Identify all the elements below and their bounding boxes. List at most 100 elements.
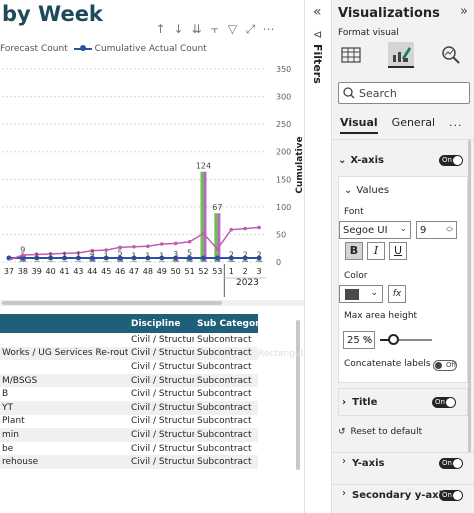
- font-size-stepper[interactable]: 9 ︿ ﹀: [416, 221, 457, 239]
- table-row[interactable]: M/BSGS Civil / Structure Subcontract: [0, 373, 258, 388]
- y-tick-label: 350: [276, 65, 291, 74]
- bold-button[interactable]: B: [345, 242, 363, 260]
- cumulative-point: [229, 227, 234, 232]
- bar-data-label: 1: [62, 251, 67, 260]
- yaxis-toggle[interactable]: On: [439, 458, 463, 469]
- table-row[interactable]: rehouse Civil / Structure Subcontract: [0, 455, 258, 469]
- legend-forecast[interactable]: Forecast Count: [0, 44, 68, 54]
- concatenate-toggle[interactable]: Off: [433, 360, 457, 371]
- filters-label[interactable]: Filters: [311, 44, 324, 84]
- chevron-down-icon: ⌄: [399, 224, 407, 234]
- search-input[interactable]: Search: [338, 82, 470, 104]
- x-tick-label: 1: [229, 267, 234, 276]
- xaxis-toggle[interactable]: On: [439, 155, 463, 166]
- table-row[interactable]: be Civil / Structure Subcontract: [0, 442, 258, 456]
- table-cell: be: [2, 443, 14, 454]
- max-area-slider-fill: [380, 339, 393, 341]
- font-family-select[interactable]: Segoe UI ⌄: [339, 221, 411, 239]
- forecast-point: [214, 255, 220, 261]
- format-visual-tab[interactable]: [388, 42, 414, 68]
- x-tick-label: 38: [18, 267, 28, 276]
- bar-purple: [175, 259, 179, 262]
- title-toggle[interactable]: On: [432, 397, 456, 408]
- tab-visual[interactable]: Visual: [340, 116, 378, 134]
- table-header-subcategory[interactable]: Sub Category: [197, 318, 258, 329]
- table-header-discipline[interactable]: Discipline: [131, 318, 181, 329]
- forecast-point: [34, 255, 40, 261]
- x-tick-label: 43: [73, 267, 83, 276]
- secondary-yaxis-toggle[interactable]: On: [439, 490, 463, 501]
- bar-green: [117, 258, 121, 262]
- arrow-down-icon[interactable]: ↓: [173, 22, 184, 36]
- x-tick-label: 3: [257, 267, 262, 276]
- cumulative-point: [48, 252, 53, 256]
- italic-button[interactable]: I: [367, 242, 385, 260]
- paint-brush-chart-icon: [393, 47, 411, 62]
- chevron-right-icon: ›: [342, 396, 347, 408]
- table-row[interactable]: B Civil / Structure Subcontract: [0, 387, 258, 401]
- table-row[interactable]: Works / UG Services Re-routingCivil / St…: [0, 346, 258, 361]
- table-row[interactable]: min Civil / Structure Subcontract: [0, 428, 258, 442]
- max-area-slider-track[interactable]: [380, 339, 432, 341]
- arrow-up-icon[interactable]: ↑: [155, 22, 166, 36]
- cumulative-point: [159, 242, 164, 246]
- build-visual-tab[interactable]: [338, 42, 364, 68]
- font-size-value: 9: [420, 224, 427, 236]
- color-picker[interactable]: ⌄: [339, 285, 383, 303]
- tab-general[interactable]: General: [391, 116, 436, 129]
- cumulative-point: [76, 251, 81, 255]
- chart-horizontal-scrollbar[interactable]: [0, 300, 304, 306]
- underline-button[interactable]: U: [389, 242, 407, 260]
- bar-data-label: 5: [118, 248, 123, 257]
- secondary-yaxis-section-header[interactable]: › Secondary y-axis On: [332, 484, 474, 506]
- bar-data-label: 1: [34, 251, 39, 260]
- bar-green: [33, 261, 37, 262]
- cumulative-point: [118, 245, 122, 250]
- values-section-header[interactable]: ⌄ Values: [344, 181, 389, 199]
- table-cell: Subcontract: [197, 389, 252, 400]
- color-label: Color: [344, 271, 368, 281]
- double-chevron-right-icon[interactable]: »: [460, 4, 468, 19]
- stepper-arrows-icon[interactable]: ︿ ﹀: [446, 222, 453, 237]
- table-cell: Subcontract: [197, 334, 252, 345]
- forecast-point: [103, 255, 109, 261]
- max-area-unit: %: [362, 334, 373, 346]
- table-cell: Civil / Structure: [131, 402, 194, 413]
- double-chevron-left-icon[interactable]: «: [313, 4, 322, 20]
- cumulative-point: [104, 248, 109, 252]
- double-arrow-down-icon[interactable]: ⇊: [191, 22, 202, 36]
- format-pane-scrollbar[interactable]: [468, 140, 471, 470]
- yaxis-section-header[interactable]: › Y-axis On: [332, 452, 474, 474]
- expand-hierarchy-icon[interactable]: ⫟: [210, 22, 219, 36]
- table-vertical-scrollbar[interactable]: [296, 320, 300, 470]
- data-table: Discipline Sub Category Civil / Structur…: [0, 314, 258, 469]
- forecast-point: [117, 255, 123, 261]
- bar-green: [144, 261, 148, 262]
- filter-icon[interactable]: ▽: [227, 22, 238, 36]
- cumulative-point: [21, 253, 25, 257]
- conditional-format-button[interactable]: fx: [388, 285, 406, 303]
- filters-pane-collapsed[interactable]: « ⊲ Filters: [304, 0, 332, 513]
- table-row[interactable]: Civil / Structure Subcontract: [0, 333, 258, 347]
- legend-cumulative[interactable]: Cumulative Actual Count: [94, 44, 207, 54]
- focus-mode-icon[interactable]: ⤢: [245, 22, 256, 36]
- concatenate-label: Concatenate labels: [344, 359, 431, 369]
- more-options-icon[interactable]: ⋯: [262, 22, 275, 36]
- table-cell: Civil / Structure: [131, 429, 194, 440]
- table-row[interactable]: Plant Civil / Structure Subcontract: [0, 415, 258, 429]
- table-row[interactable]: Civil / Structure Subcontract: [0, 360, 258, 374]
- stepper-arrows-icon[interactable]: ︿ ﹀: [364, 332, 371, 347]
- max-area-slider-thumb[interactable]: [388, 334, 399, 345]
- tab-more-options[interactable]: ...: [449, 116, 463, 129]
- x-tick-label: 50: [171, 267, 181, 276]
- table-cell: Civil / Structure: [131, 457, 194, 468]
- max-area-input[interactable]: 25 % ︿ ﹀: [343, 331, 375, 349]
- reset-to-default-button[interactable]: ↺ Reset to default: [338, 423, 422, 441]
- table-row[interactable]: YT Civil / Structure Subcontract: [0, 400, 258, 415]
- xaxis-section-header[interactable]: ⌄ X-axis: [338, 151, 384, 169]
- bar-green: [158, 261, 162, 262]
- bar-purple: [147, 261, 151, 262]
- cumulative-point: [173, 241, 178, 246]
- title-section-header[interactable]: › Title: [338, 393, 377, 411]
- analytics-tab[interactable]: [438, 42, 464, 68]
